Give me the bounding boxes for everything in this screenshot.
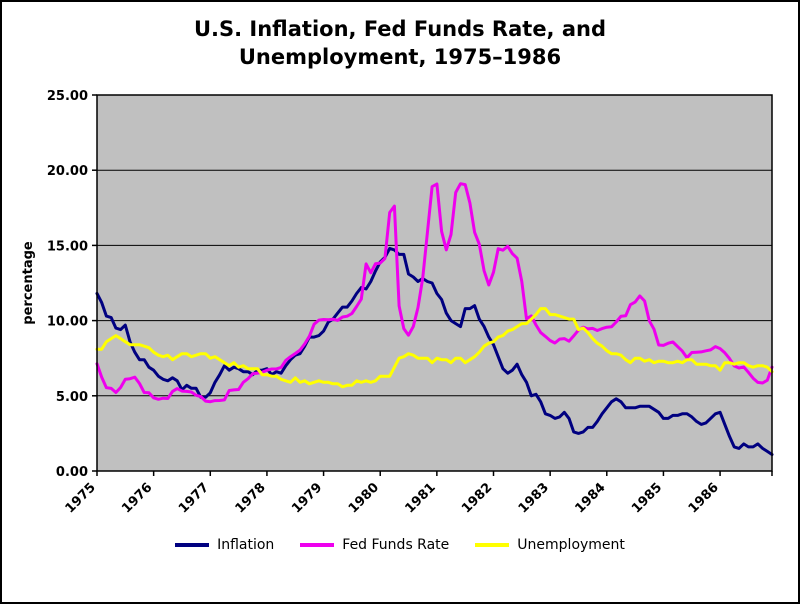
y-tick-label: 25.00 — [47, 89, 88, 104]
x-tick-label: 1978 — [233, 481, 269, 517]
legend-swatch-fed-funds-rate — [300, 543, 335, 548]
legend-swatch-unemployment — [475, 543, 510, 548]
y-tick-label: 5.00 — [56, 390, 88, 405]
x-tick-label: 1977 — [176, 481, 212, 517]
legend-label: Fed Funds Rate — [342, 537, 450, 554]
y-tick-label: 20.00 — [47, 165, 88, 180]
y-tick-label: 15.00 — [47, 240, 88, 255]
x-tick-label: 1982 — [459, 481, 495, 517]
y-tick-label: 0.00 — [56, 465, 88, 480]
chart-title-line1: U.S. Inflation, Fed Funds Rate, and — [193, 17, 607, 41]
x-tick-label: 1981 — [402, 481, 438, 517]
legend-item-unemployment: Unemployment — [475, 537, 625, 553]
legend-item-fed-funds-rate: Fed Funds Rate — [300, 537, 449, 553]
series-line-unemployment — [95, 307, 774, 389]
series-line-inflation — [95, 247, 774, 457]
x-tick-label: 1980 — [346, 481, 382, 517]
x-tick-label: 1976 — [119, 481, 155, 517]
x-tick-label: 1985 — [629, 481, 665, 517]
legend-label: Inflation — [217, 537, 275, 554]
y-axis-title: percentage — [21, 242, 36, 326]
y-tick-label: 10.00 — [47, 315, 88, 330]
series-line-fed-funds-rate — [95, 182, 774, 404]
legend-label: Unemployment — [517, 537, 625, 554]
legend-item-inflation: Inflation — [175, 537, 274, 553]
x-tick-label: 1986 — [686, 481, 722, 517]
chart-title-line2: Unemployment, 1975–1986 — [238, 44, 562, 69]
x-tick-label: 1979 — [289, 481, 325, 517]
line-chart: 0.00 5.00 10.00 15.00 20.00 25.00 1975 1976 1977… — [21, 89, 774, 517]
legend-swatch-inflation — [175, 543, 210, 548]
plot-border — [96, 94, 773, 473]
x-tick-label: 1983 — [516, 481, 552, 517]
x-tick-label: 1984 — [572, 481, 608, 517]
x-tick-label: 1975 — [63, 481, 99, 517]
plot-background — [97, 95, 772, 472]
chart-title: U.S. Inflation, Fed Funds Rate, and Unem… — [2, 2, 798, 71]
legend: Inflation Fed Funds Rate Unemployment — [2, 537, 798, 553]
